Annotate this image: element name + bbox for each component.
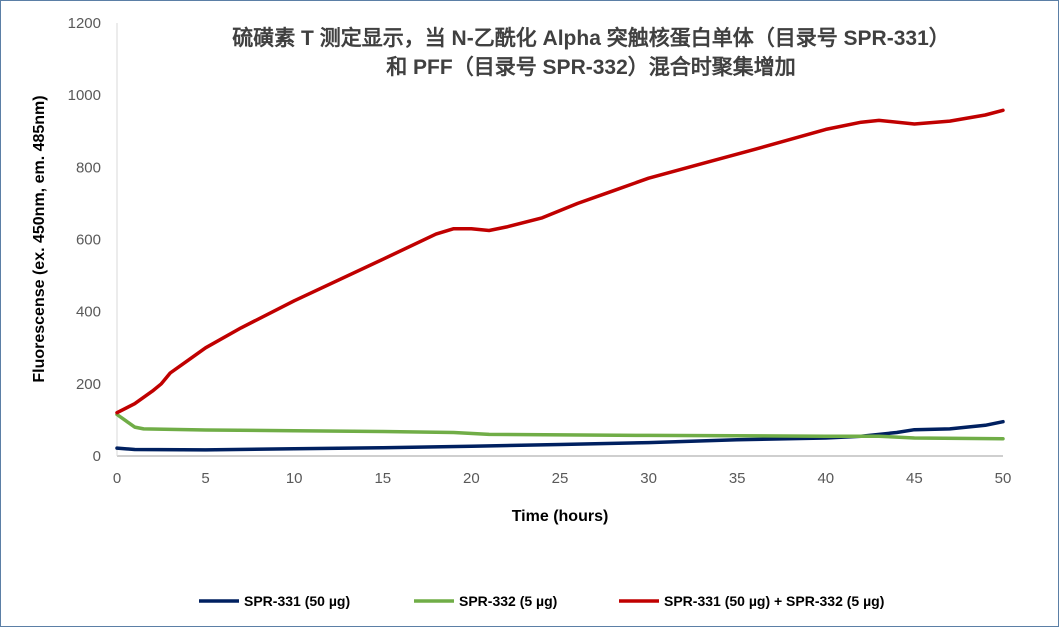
- y-tick-label: 1000: [68, 87, 101, 104]
- y-tick-label: 400: [76, 304, 101, 321]
- legend-label: SPR-331 (50 µg) + SPR-332 (5 µg): [664, 593, 884, 609]
- chart-title-line-1: 硫磺素 T 测定显示，当 N-乙酰化 Alpha 突触核蛋白单体（目录号 SPR…: [232, 26, 950, 50]
- series-line-1: [115, 419, 1005, 452]
- chart-title-line-2: 和 PFF（目录号 SPR-332）混合时聚集增加: [386, 55, 796, 79]
- x-tick-label: 0: [113, 470, 121, 487]
- x-tick-label: 25: [552, 470, 569, 487]
- x-tick-label: 10: [286, 470, 303, 487]
- legend-label: SPR-331 (50 µg): [244, 593, 350, 609]
- legend: SPR-331 (50 µg) SPR-332 (5 µg) SPR-331 (50…: [199, 593, 884, 609]
- y-tick-label: 200: [76, 376, 101, 393]
- x-tick-label: 35: [729, 470, 746, 487]
- legend-label: SPR-332 (5 µg): [459, 593, 557, 609]
- x-tick-label: 5: [201, 470, 209, 487]
- x-tick-label: 40: [817, 470, 834, 487]
- series-line-2: [115, 412, 1005, 441]
- y-tick-label: 600: [76, 232, 101, 249]
- series-line-3: [115, 108, 1005, 415]
- x-tick-label: 45: [906, 470, 923, 487]
- y-axis-label: Fluorescense (ex. 450nm, em. 485nm): [31, 95, 48, 382]
- y-tick-label: 0: [93, 448, 101, 465]
- x-tick-label: 30: [640, 470, 657, 487]
- y-tick-label: 800: [76, 159, 101, 176]
- x-tick-label: 50: [995, 470, 1012, 487]
- x-tick-label: 20: [463, 470, 480, 487]
- x-axis-label: Time (hours): [512, 508, 609, 525]
- x-tick-label: 15: [374, 470, 391, 487]
- y-tick-label: 1200: [68, 15, 101, 32]
